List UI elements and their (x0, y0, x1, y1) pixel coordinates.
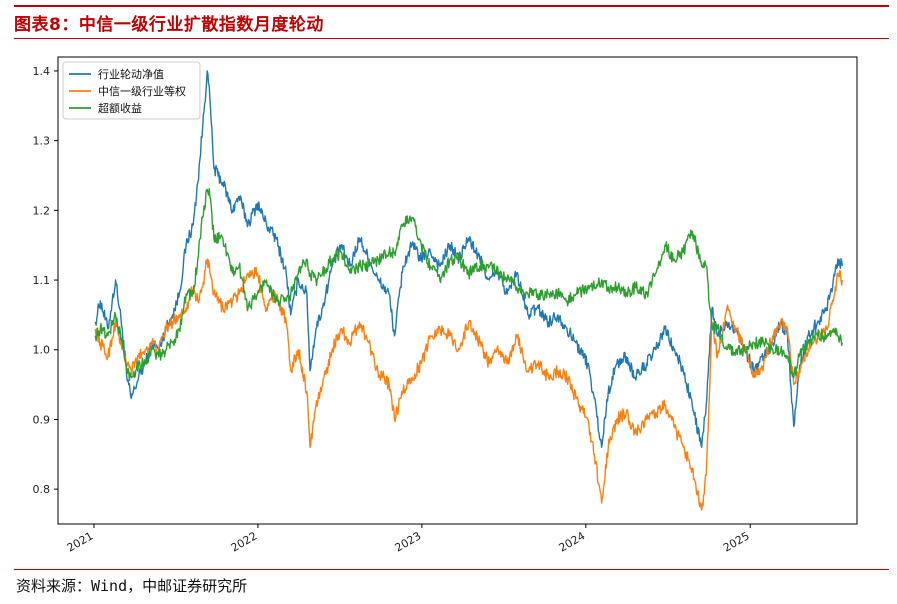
y-tick-label: 0.9 (33, 413, 51, 426)
figure-title: 图表8：中信一级行业扩散指数月度轮动 (14, 15, 324, 35)
x-axis: 2021 2022 2023 2024 2025 (65, 524, 752, 555)
y-tick-label: 1.1 (33, 274, 51, 287)
series-line-1 (94, 70, 843, 448)
plot-area-frame (57, 56, 858, 525)
series-line-2 (94, 258, 843, 511)
y-tick-label: 0.8 (33, 483, 51, 496)
bottom-rule (14, 569, 889, 570)
x-tick-label: 2025 (721, 529, 752, 554)
x-tick-label: 2024 (557, 529, 588, 554)
source-note: 资料来源：Wind，中邮证券研究所 (16, 577, 248, 595)
series-layer (94, 70, 843, 511)
top-rule (14, 5, 889, 7)
x-tick-label: 2023 (393, 529, 424, 554)
y-axis: 0.8 0.9 1.0 1.1 1.2 1.3 1.4 (33, 65, 58, 496)
legend-label: 中信一级行业等权 (98, 84, 186, 98)
y-tick-label: 1.0 (33, 344, 51, 357)
x-tick-label: 2022 (229, 529, 260, 554)
y-tick-label: 1.3 (33, 135, 51, 148)
legend-box (62, 61, 201, 120)
series-line-3 (94, 187, 843, 382)
title-rule (14, 38, 889, 39)
y-tick-label: 1.2 (33, 204, 51, 217)
y-tick-label: 1.4 (33, 65, 51, 78)
legend-label: 超额收益 (98, 101, 142, 115)
legend-label: 行业轮动净值 (98, 67, 164, 81)
x-tick-label: 2021 (65, 529, 96, 554)
